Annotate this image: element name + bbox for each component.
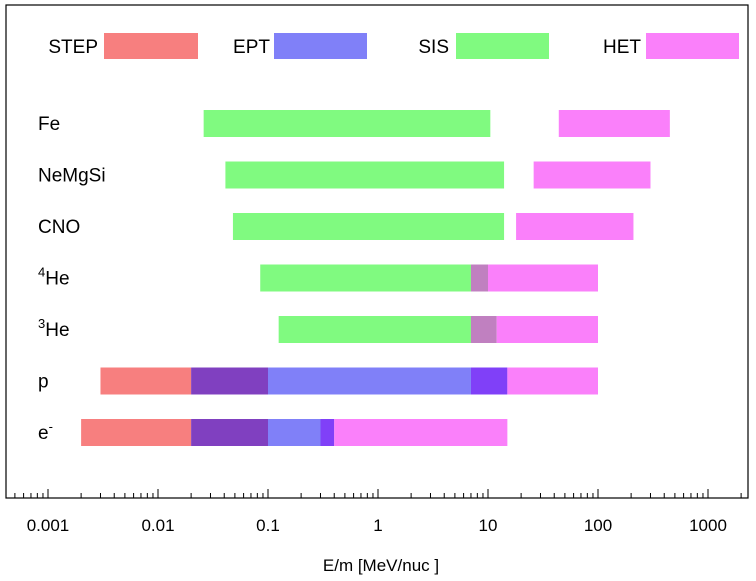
row-label-nemgsi: NeMgSi: [38, 166, 106, 187]
x-tick-label: 0.1: [256, 516, 280, 535]
range-bar-eminus-2: [268, 419, 321, 446]
x-tick-label: 1: [373, 516, 382, 535]
data-rows: Fe NeMgSi CNO 4He 3He p e-: [38, 110, 670, 446]
x-tick-label: 0.01: [141, 516, 174, 535]
x-tick-label: 0.001: [27, 516, 70, 535]
range-bar-nemgsi-0: [225, 161, 505, 189]
row-label-4he: 4He: [38, 265, 70, 290]
row-label-3he: 3He: [38, 316, 70, 341]
row-label-p: p: [38, 372, 49, 393]
row-label-eminus: e-: [38, 419, 53, 444]
range-bar-p-3: [470, 367, 508, 395]
range-bar-cno-0: [232, 213, 505, 240]
legend: STEP EPT SIS HET: [48, 33, 739, 59]
range-bar-cno-1: [516, 213, 634, 240]
legend-label-ept: EPT: [233, 37, 270, 58]
range-bar-3he-0: [278, 316, 471, 343]
range-bar-3he-2: [496, 316, 598, 343]
legend-label-sis: SIS: [418, 37, 449, 58]
range-bar-3he-1: [470, 316, 497, 343]
range-bar-eminus-3: [320, 419, 335, 446]
range-bar-fe-0: [203, 110, 491, 137]
legend-label-het: HET: [603, 37, 641, 58]
range-bar-nemgsi-1: [533, 161, 651, 189]
x-tick-label: 100: [584, 516, 612, 535]
x-tick-label: 1000: [689, 516, 727, 535]
legend-label-step: STEP: [48, 37, 98, 58]
range-bar-4he-1: [470, 264, 488, 292]
row-label-cno: CNO: [38, 217, 80, 238]
legend-swatch-step: [104, 33, 198, 59]
range-bar-p-0: [100, 367, 192, 395]
legend-swatch-het: [646, 33, 739, 59]
range-bar-p-4: [507, 367, 598, 395]
range-bar-eminus-1: [191, 419, 268, 446]
range-bar-p-1: [191, 367, 268, 395]
legend-swatch-ept: [274, 33, 367, 59]
x-tick-label: 10: [479, 516, 498, 535]
x-axis-label: E/m [MeV/nuc ]: [323, 556, 439, 575]
range-bar-eminus-4: [334, 419, 508, 446]
range-bar-p-2: [268, 367, 471, 395]
range-bar-4he-0: [260, 264, 471, 292]
range-bar-eminus-0: [81, 419, 192, 446]
range-bar-fe-1: [558, 110, 670, 137]
legend-swatch-sis: [456, 33, 549, 59]
x-axis-ticks: 0.001 0.01 0.1 1 10 100 1000: [14, 489, 742, 535]
row-label-fe: Fe: [38, 114, 60, 135]
plot-frame: [5, 4, 749, 499]
range-bar-4he-2: [488, 264, 598, 292]
